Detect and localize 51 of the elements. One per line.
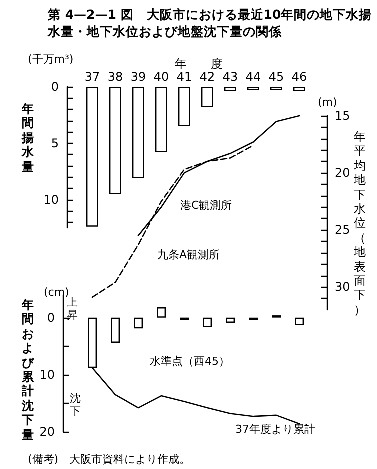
y-tick-label: 0 [51,80,59,94]
x-tick-label: 43 [222,70,238,84]
bar [134,318,143,329]
y-tick-label: 20 [40,425,55,439]
y-axis-title: 年間揚水量 [22,102,34,174]
bar [132,87,144,178]
text: 年平均地下水位（地表面下） [354,130,366,317]
bar [295,318,304,326]
x-tick-label: 45 [268,70,284,84]
bar [86,87,98,227]
annotation: 沈下 [70,392,81,418]
bar [294,87,306,92]
bar [224,87,236,92]
text: (m) [318,96,338,109]
y-tick-label: 10 [40,368,55,382]
y2-tick-label: 25 [335,223,350,238]
x-tick-label: 42 [200,70,216,84]
y2-tick-label: 30 [335,280,350,294]
text: (備考) 大阪市資料により作成。 [28,452,191,467]
bar [202,87,214,108]
bar [110,87,122,194]
bar [157,308,166,318]
y2-tick-label: 20 [335,166,350,180]
series-label: 港C観測所 [180,198,232,212]
bar [226,318,235,323]
text: 上昇 [67,296,78,322]
x-axis-title: 年 度 [175,56,223,72]
annotation: 水準点（西45） [150,354,230,369]
y-tick-label: 10 [44,192,59,207]
text: 年間および累計沈下量 [22,298,34,442]
x-tick-label: 46 [292,70,308,84]
bar [178,87,190,126]
bar [248,87,260,90]
bar [156,87,168,152]
series-label: 37年度より累計 [236,423,316,436]
series-label: 九条A観測所 [158,248,220,262]
x-tick-label: 39 [130,70,146,84]
bar [270,87,282,90]
bar [111,318,120,343]
x-tick-label: 38 [108,70,124,84]
y2-tick-label: 15 [335,109,350,123]
y-tick-label: 5 [51,136,59,150]
x-tick-label: 41 [176,70,192,84]
x-tick-label: 40 [154,70,170,84]
text: (cm) [44,286,70,299]
x-tick-label: 44 [246,70,262,84]
chart-title: 第 4—2—1 図 大阪市における最近10年間の地下水揚水量・地下水位および地盤沈下量の関係 [48,6,374,40]
y-tick-label: 0 [47,310,55,325]
text: (千万m³) [28,52,74,67]
x-tick-label: 37 [84,70,100,84]
bar [203,318,212,328]
